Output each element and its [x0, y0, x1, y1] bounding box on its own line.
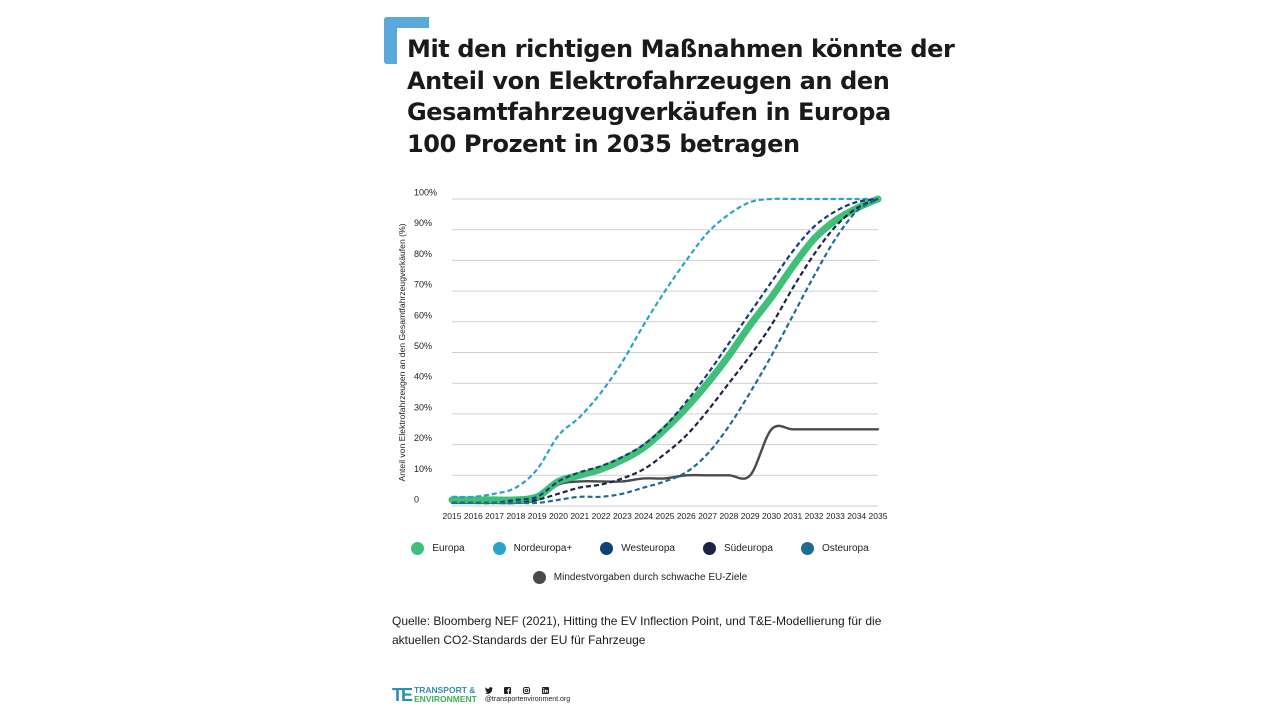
- facebook-icon[interactable]: [504, 686, 512, 694]
- x-tick-label: 2019: [528, 511, 547, 521]
- title-line: Anteil von Elektrofahrzeugen an den: [407, 66, 890, 95]
- x-tick-label: 2028: [719, 511, 738, 521]
- legend-label: Osteuropa: [821, 543, 869, 554]
- title-line: 100 Prozent in 2035 betragen: [407, 129, 800, 158]
- x-tick-label: 2034: [847, 511, 866, 521]
- logo-mark: TE: [392, 685, 413, 705]
- logo-line: TRANSPORT &: [414, 685, 476, 695]
- x-tick-label: 2017: [485, 511, 504, 521]
- legend-label: Südeuropa: [724, 543, 773, 554]
- x-tick-label: 2015: [443, 511, 462, 521]
- series-line-europa: [448, 195, 882, 504]
- y-tick-label: 100%: [414, 188, 437, 198]
- source-line: Quelle: Bloomberg NEF (2021), Hitting th…: [392, 614, 882, 628]
- title-line: Mit den richtigen Maßnahmen könnte der: [407, 35, 955, 63]
- legend-dot: [703, 542, 716, 555]
- series-line-mindestvorgaben: [450, 424, 880, 505]
- source-note: Quelle: Bloomberg NEF (2021), Hitting th…: [392, 612, 892, 650]
- x-tick-label: 2016: [464, 511, 483, 521]
- legend-item-mindestvorgaben: Mindestvorgaben durch schwache EU-Ziele: [532, 571, 748, 584]
- legend-item-westeuropa: Westeuropa: [600, 542, 675, 555]
- x-tick-label: 2021: [570, 511, 589, 521]
- logo-text: TRANSPORT & ENVIRONMENT: [414, 686, 477, 704]
- legend-item-osteuropa: Osteuropa: [800, 542, 869, 555]
- y-tick-label: 80%: [414, 249, 432, 259]
- legend-label: Mindestvorgaben durch schwache EU-Ziele: [553, 572, 748, 583]
- x-tick-label: 2023: [613, 511, 632, 521]
- x-tick-label: 2018: [506, 511, 525, 521]
- chart-title: Mit den richtigen Maßnahmen könnte der A…: [407, 34, 955, 160]
- x-tick-label: 2022: [592, 511, 611, 521]
- series-line-osteuropa: [452, 198, 879, 505]
- social-icons: [484, 686, 570, 694]
- social-block: @transportenvironment.org: [484, 686, 571, 703]
- title-line: Gesamtfahrzeugverkäufen in Europa: [407, 98, 891, 126]
- corner-accent-mark: [384, 17, 429, 64]
- legend-label: Westeuropa: [621, 543, 675, 554]
- legend-dot: [492, 542, 506, 555]
- x-tick-label: 2025: [656, 511, 675, 521]
- y-tick-label: 10%: [414, 464, 432, 474]
- x-tick-label: 2035: [869, 511, 888, 521]
- legend-dot: [411, 542, 425, 555]
- y-axis-label: Anteil von Elektrofahrzeugen an den Gesa…: [397, 223, 407, 481]
- legend-item-suedeuropa: Südeuropa: [703, 542, 773, 555]
- legend-row-regions: Europa Nordeuropa+ Westeuropa Südeuropa …: [0, 542, 1280, 555]
- legend-dot: [600, 542, 614, 555]
- y-tick-label: 0: [414, 495, 419, 505]
- x-tick-label: 2031: [783, 511, 802, 521]
- y-tick-label: 20%: [414, 433, 432, 443]
- linkedin-icon[interactable]: [542, 686, 550, 694]
- x-tick-label: 2033: [826, 511, 845, 521]
- source-line: aktuellen CO2-Standards der EU für Fahrz…: [392, 633, 646, 647]
- legend-row-targets: Mindestvorgaben durch schwache EU-Ziele: [0, 571, 1280, 584]
- x-tick-label: 2024: [634, 511, 653, 521]
- x-tick-label: 2029: [741, 511, 760, 521]
- ev-share-line-chart: 0 10% 20% 30% 40% 50% 60% 70% 80% 90% 100% 2015 2016…: [397, 188, 888, 522]
- transport-environment-logo: TE TRANSPORT & ENVIRONMENT: [392, 685, 477, 705]
- x-tick-label: 2030: [762, 511, 781, 521]
- y-tick-label: 90%: [414, 218, 432, 228]
- y-tick-label: 50%: [414, 341, 432, 351]
- footer: TE TRANSPORT & ENVIRONMENT @transportenv…: [392, 685, 571, 705]
- legend-item-europa: Europa: [411, 542, 465, 555]
- x-tick-label: 2032: [805, 511, 824, 521]
- legend-dot: [532, 571, 546, 584]
- series-line-südeuropa: [452, 197, 879, 505]
- legend-dot: [800, 542, 814, 555]
- legend-item-nordeuropa: Nordeuropa+: [492, 542, 573, 555]
- twitter-icon[interactable]: [484, 686, 493, 694]
- instagram-icon[interactable]: [523, 686, 531, 694]
- website-handle[interactable]: @transportenvironment.org: [484, 696, 571, 703]
- series-line-nordeuropa: [451, 197, 878, 499]
- logo-line: ENVIRONMENT: [414, 694, 477, 704]
- x-tick-label: 2020: [549, 511, 568, 521]
- legend-label: Nordeuropa+: [513, 543, 573, 554]
- y-tick-label: 60%: [414, 310, 432, 320]
- legend-label: Europa: [432, 543, 465, 554]
- y-tick-label: 30%: [414, 402, 432, 412]
- y-tick-label: 70%: [414, 280, 432, 290]
- x-tick-label: 2027: [698, 511, 717, 521]
- y-tick-label: 40%: [414, 372, 432, 382]
- x-tick-label: 2026: [677, 511, 696, 521]
- series-line-westeuropa: [452, 197, 879, 505]
